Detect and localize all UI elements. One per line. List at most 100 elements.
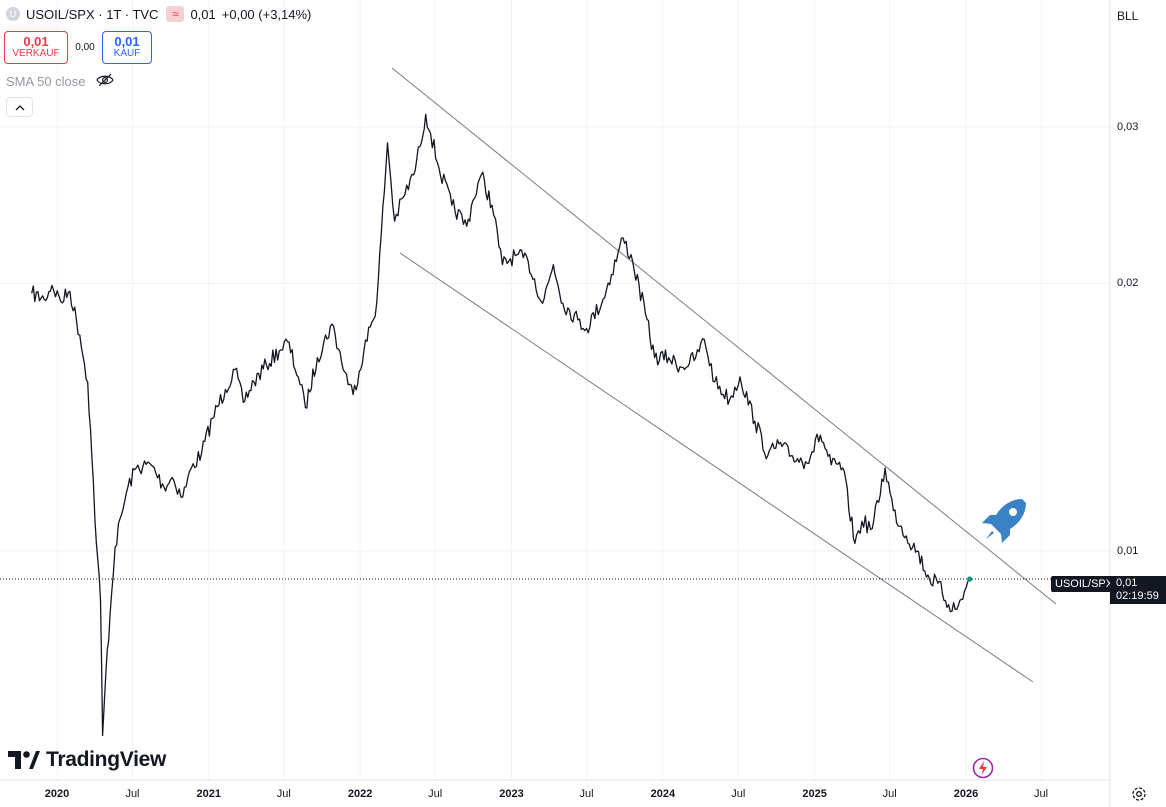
- price-point: [790, 454, 793, 457]
- price-point: [211, 417, 214, 420]
- price-point: [450, 204, 453, 207]
- channel-lower-trendline[interactable]: [399, 252, 1034, 683]
- time-axis-label: 2021: [196, 788, 222, 800]
- price-point: [418, 145, 421, 148]
- tradingview-logo[interactable]: TradingView: [8, 748, 166, 772]
- symbol-title[interactable]: USOIL/SPX · 1T · TVC: [26, 6, 159, 22]
- price-point: [126, 486, 129, 489]
- indicator-label[interactable]: SMA 50 close: [6, 74, 86, 89]
- price-point: [253, 380, 256, 383]
- price-point: [694, 356, 697, 359]
- rocket-icon[interactable]: [978, 495, 1034, 547]
- tradingview-mark-icon: [8, 751, 40, 769]
- price-point: [150, 463, 153, 466]
- price-point: [330, 323, 333, 326]
- price-point: [101, 734, 104, 737]
- price-point: [501, 263, 504, 266]
- price-point: [644, 312, 647, 315]
- last-price-dot: [967, 576, 973, 582]
- price-point: [120, 513, 123, 516]
- price-point: [753, 420, 756, 423]
- price-point: [653, 356, 656, 359]
- time-axis-label: Jul: [882, 788, 897, 800]
- price-point: [190, 467, 193, 470]
- price-point: [552, 263, 555, 266]
- price-point: [78, 334, 81, 337]
- data-feed-wave-icon[interactable]: ≈: [166, 6, 185, 22]
- time-axis-label: 2026: [953, 788, 979, 800]
- price-point: [95, 542, 98, 545]
- time-axis-label: 2023: [499, 788, 524, 800]
- price-point: [955, 608, 958, 611]
- price-point: [181, 496, 184, 499]
- price-point: [622, 237, 625, 240]
- bar-countdown: 02:19:59: [1116, 590, 1159, 602]
- price-point: [224, 388, 227, 391]
- price-point: [892, 509, 895, 512]
- eye-off-icon[interactable]: [95, 73, 114, 90]
- time-axis-label: 2025: [802, 788, 827, 800]
- price-point: [30, 292, 33, 295]
- collapse-legend-button[interactable]: [6, 97, 33, 117]
- price-point: [667, 356, 670, 359]
- price-point: [135, 467, 138, 470]
- price-point: [576, 318, 579, 321]
- price-point: [163, 486, 166, 489]
- spread-value: 0,00: [75, 42, 95, 53]
- price-point: [804, 460, 807, 463]
- price-point: [703, 338, 706, 341]
- time-axis-label: 2022: [347, 788, 373, 800]
- price-point: [728, 398, 731, 401]
- price-point: [585, 327, 588, 330]
- sell-price: 0,01: [23, 34, 49, 50]
- price-point: [99, 599, 102, 602]
- time-axis-label: Jul: [125, 788, 140, 800]
- buy-button[interactable]: 0,01 KAUF: [102, 31, 152, 64]
- trade-panel: 0,01 VERKAUF 0,00 0,01 KAUF: [4, 31, 152, 64]
- price-point: [739, 375, 742, 378]
- symbol-logo-icon: U: [6, 7, 20, 21]
- time-axis-label: 2020: [44, 788, 70, 800]
- channel-upper-trendline[interactable]: [391, 67, 1057, 605]
- price-point: [766, 454, 769, 457]
- time-axis-label: Jul: [579, 788, 594, 800]
- price-point: [43, 298, 46, 301]
- price-point: [59, 300, 62, 303]
- price-point: [841, 467, 844, 470]
- gear-icon[interactable]: [1131, 786, 1147, 802]
- time-axis-label: Jul: [276, 788, 291, 800]
- price-point: [90, 454, 93, 457]
- sell-button[interactable]: 0,01 VERKAUF: [4, 31, 68, 64]
- price-point: [343, 371, 346, 374]
- time-axis-label: Jul: [428, 788, 443, 800]
- price-point: [602, 298, 605, 301]
- price-point: [471, 199, 474, 202]
- price-point: [424, 113, 427, 116]
- symbol-header: U USOIL/SPX · 1T · TVC ≈ 0,01 +0,00 (+3,…: [6, 6, 311, 22]
- price-point: [412, 173, 415, 176]
- price-point: [200, 451, 203, 454]
- logo-text: TradingView: [46, 748, 167, 771]
- price-point: [928, 578, 931, 581]
- indicator-legend: SMA 50 close: [6, 73, 114, 90]
- price-point: [936, 582, 939, 585]
- price-point: [286, 340, 289, 343]
- price-point: [362, 349, 365, 352]
- sell-label: VERKAUF: [12, 48, 60, 60]
- chevron-up-icon: [15, 98, 25, 116]
- price-point: [297, 375, 300, 378]
- price-point: [884, 467, 887, 470]
- price-point: [527, 260, 530, 263]
- price-point: [114, 546, 117, 549]
- lightning-icon[interactable]: [972, 757, 994, 779]
- price-point: [109, 612, 112, 615]
- price-point: [233, 368, 236, 371]
- chart-grid: [0, 0, 1110, 780]
- currency-label[interactable]: BLL: [1117, 9, 1139, 23]
- price-point: [86, 380, 89, 383]
- price-point: [541, 302, 544, 305]
- price-point: [713, 380, 716, 383]
- time-axis-label: Jul: [1034, 788, 1049, 800]
- price-point: [778, 442, 781, 445]
